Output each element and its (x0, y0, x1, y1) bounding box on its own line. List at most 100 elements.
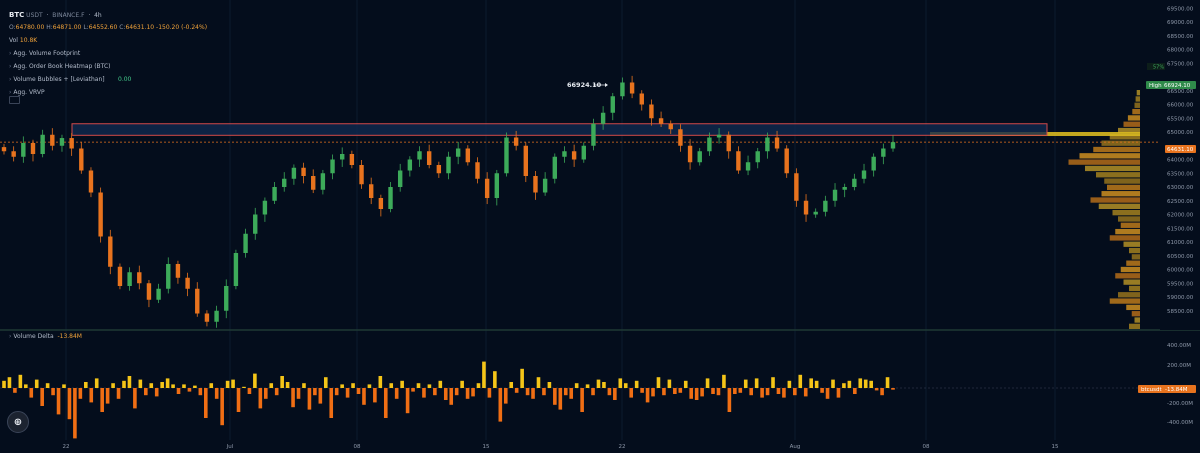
delta-bar (253, 373, 257, 388)
delta-bar (656, 377, 661, 388)
chevron-icon: › (9, 333, 12, 340)
delta-bar (482, 361, 486, 388)
candle-body (224, 286, 229, 311)
collapse-legend-button[interactable] (9, 96, 20, 104)
candle-body (330, 159, 335, 174)
delta-bar (798, 374, 803, 388)
candle-body (137, 272, 142, 284)
price-tick: 66500.00 (1167, 89, 1194, 95)
delta-bar (176, 388, 181, 394)
badges: 57% High 66924.10 64631.10 btcusdt -13.8… (1138, 63, 1196, 393)
supply-zone-box (71, 123, 1048, 136)
delta-bar (422, 388, 426, 398)
volume-profile-bar (1131, 254, 1140, 260)
delta-bar (547, 382, 552, 388)
delta-bar (122, 380, 126, 388)
indicator-footprint[interactable]: › Agg. Volume Footprint (9, 50, 80, 58)
exchange-name: BINANCE.F (52, 12, 85, 19)
delta-bar (411, 388, 415, 392)
delta-bar (296, 388, 301, 399)
indicator-volume-bubbles[interactable]: › Volume Bubbles + [Leviathan] 0.00 (9, 76, 131, 84)
percent-badge-label: 57% (1153, 65, 1164, 71)
delta-bar (2, 380, 6, 388)
peak-arrow-head (605, 83, 608, 87)
delta-bar (313, 388, 317, 396)
candle-body (340, 154, 345, 160)
delta-bar (580, 388, 584, 412)
candle-body (320, 173, 326, 190)
delta-bar (454, 388, 459, 396)
delta-bar (302, 383, 306, 388)
price-tick: 62500.00 (1167, 199, 1194, 205)
candle-body (649, 104, 654, 119)
tradingview-logo-icon[interactable]: ⊕ (7, 411, 29, 433)
indicator-heatmap[interactable]: › Agg. Order Book Heatmap (BTC) (9, 63, 111, 71)
delta-bar (525, 388, 530, 396)
volume-profile-bar (1129, 323, 1140, 329)
time-tick: Aug (790, 444, 801, 450)
delta-bar (13, 388, 17, 393)
delta-bar (405, 388, 410, 414)
delta-bar (591, 388, 595, 396)
volume-delta-bars (2, 361, 895, 439)
high-value: 64871.00 (52, 24, 82, 31)
delta-bar (596, 379, 601, 388)
price-tick: 60000.00 (1167, 268, 1194, 274)
delta-bar (787, 380, 792, 388)
peak-price-label: 66924.10 (567, 81, 602, 89)
delta-value: -13.84M (57, 333, 82, 340)
delta-bar (694, 388, 699, 400)
candle-body (600, 112, 606, 124)
delta-bar (144, 388, 148, 396)
candle-body (687, 145, 693, 163)
candle-body (755, 151, 760, 163)
candle-body (455, 148, 461, 157)
price-tick: 61000.00 (1167, 240, 1194, 246)
candle-body (417, 151, 422, 160)
delta-bar (476, 383, 481, 388)
time-tick: 15 (1052, 444, 1059, 450)
open-value: 64780.00 (15, 24, 45, 31)
delta-bar (394, 388, 399, 399)
delta-bar (820, 388, 824, 393)
interval-label[interactable]: 4h (94, 12, 102, 19)
volume-profile-bar (1134, 102, 1140, 108)
symbol-row[interactable]: BTC USDT · BINANCE.F · 4h (9, 11, 102, 19)
candle-body (59, 138, 65, 146)
candle-body (146, 283, 152, 300)
candle-body (716, 134, 722, 138)
candle-body (552, 156, 557, 179)
candle-body (11, 151, 16, 157)
price-tick: 59000.00 (1167, 295, 1194, 301)
delta-bar (7, 377, 12, 388)
delta-bar (40, 388, 44, 406)
indicator-label: Agg. Volume Footprint (13, 50, 81, 57)
candle-body (166, 264, 171, 289)
delta-bar (356, 388, 361, 394)
candle-body (726, 134, 731, 152)
delta-bar (634, 380, 639, 388)
candle-body (707, 137, 712, 152)
delta-bar (209, 383, 214, 388)
indicator-vrvp[interactable]: › Agg. VRVP (9, 89, 45, 97)
volume-profile-bar (1109, 298, 1140, 304)
delta-tag-label: btcusdt (1141, 387, 1163, 393)
delta-bar (776, 388, 781, 394)
current-price-value: 64631.10 (1167, 147, 1194, 153)
volume-profile-bar (1118, 127, 1140, 134)
chevron-icon: › (9, 89, 12, 96)
delta-bar (443, 388, 448, 400)
delta-bar (613, 388, 617, 400)
delta-bar (531, 388, 535, 399)
delta-tag-value: -13.84M (1165, 387, 1188, 393)
delta-bar (509, 382, 514, 388)
delta-bar (831, 379, 835, 388)
low-value: 64552.60 (88, 24, 118, 31)
delta-bar (187, 388, 192, 392)
candle-body (30, 143, 36, 154)
time-tick: 22 (63, 444, 70, 450)
volume-profile-bar (1104, 178, 1140, 184)
symbol-name[interactable]: BTC (9, 11, 25, 19)
indicator-value: 0.00 (118, 76, 132, 83)
